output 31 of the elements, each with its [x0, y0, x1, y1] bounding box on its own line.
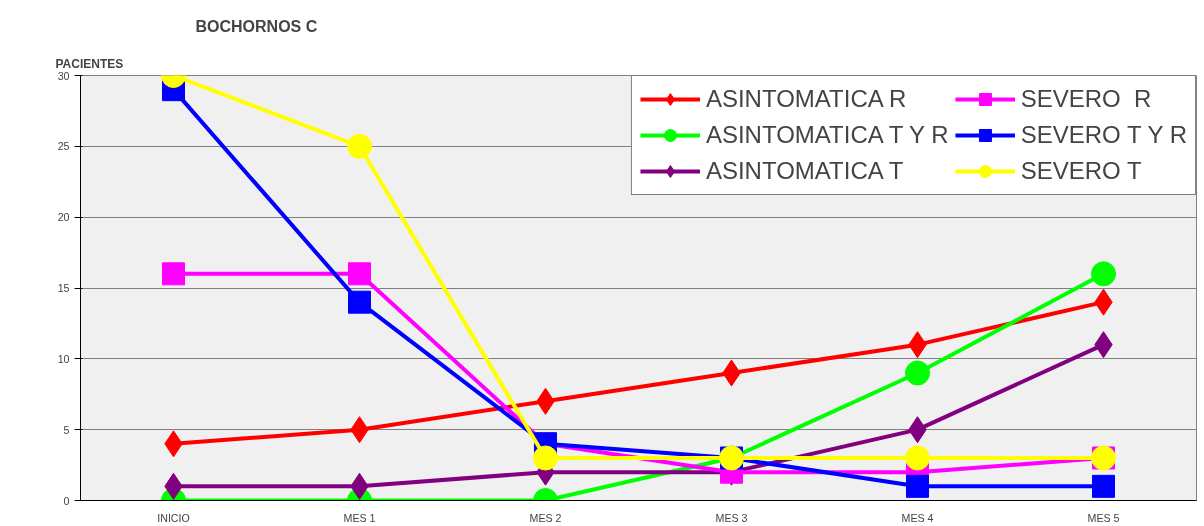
point [533, 445, 558, 471]
legend-label: SEVERO T Y R [1020, 121, 1187, 149]
y-tick-label: 5 [63, 423, 70, 436]
chart-title: BOCHORNOS C [195, 17, 318, 35]
y-axis-title: PACIENTES [55, 56, 124, 71]
point [162, 262, 185, 286]
point [347, 133, 372, 159]
legend-label: SEVERO T [1020, 157, 1142, 185]
legend-label: ASINTOMATICA T Y R [705, 121, 949, 149]
x-tick-label: MES 5 [1087, 511, 1120, 524]
y-tick-label: 25 [57, 140, 70, 153]
legend-label: ASINTOMATICA T [705, 157, 904, 185]
x-tick-label: MES 1 [343, 511, 376, 524]
point [1091, 261, 1116, 287]
y-tick-label: 30 [57, 69, 70, 82]
y-tick-label: 10 [57, 352, 70, 365]
point [348, 290, 371, 314]
point [905, 360, 930, 386]
legend-label: ASINTOMATICA R [705, 85, 907, 113]
y-tick-label: 15 [57, 282, 70, 294]
point [905, 445, 930, 471]
point [906, 474, 929, 498]
point [348, 262, 371, 286]
point [1092, 474, 1115, 498]
x-tick-label: INICIO [157, 511, 190, 524]
x-tick-label: MES 2 [529, 511, 562, 524]
y-tick-label: 20 [57, 211, 70, 224]
y-tick-label: 0 [63, 494, 70, 507]
x-tick-label: MES 3 [715, 511, 748, 524]
x-tick-label: MES 4 [901, 511, 934, 524]
legend-label: SEVERO R [1020, 85, 1152, 113]
